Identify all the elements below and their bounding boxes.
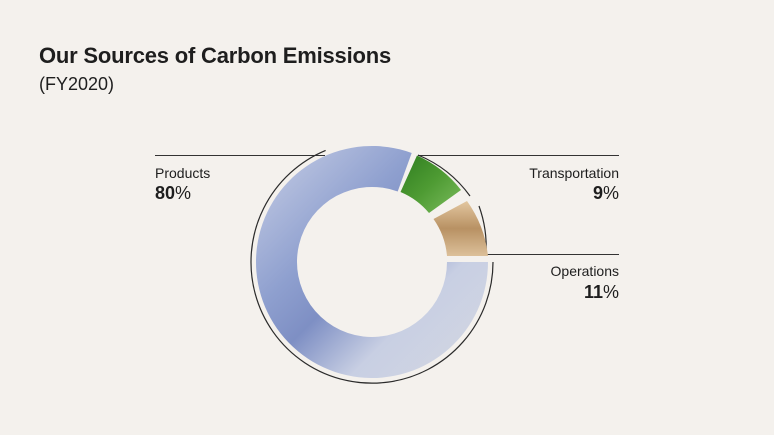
chart-title: Our Sources of Carbon Emissions (39, 43, 391, 68)
products-slice (255, 145, 488, 378)
chart-subtitle: (FY2020) (39, 74, 115, 94)
transportation-outer-arc (417, 154, 471, 197)
transportation-label: Transportation (529, 165, 619, 181)
products-value: 80% (155, 183, 192, 203)
transportation-value: 9% (592, 183, 619, 203)
operations-label: Operations (550, 263, 619, 279)
operations-slice (433, 201, 488, 256)
products-outer-arc (250, 149, 494, 384)
operations-value: 11% (583, 282, 619, 302)
transportation-slice (400, 155, 461, 213)
products-label: Products (155, 165, 211, 181)
